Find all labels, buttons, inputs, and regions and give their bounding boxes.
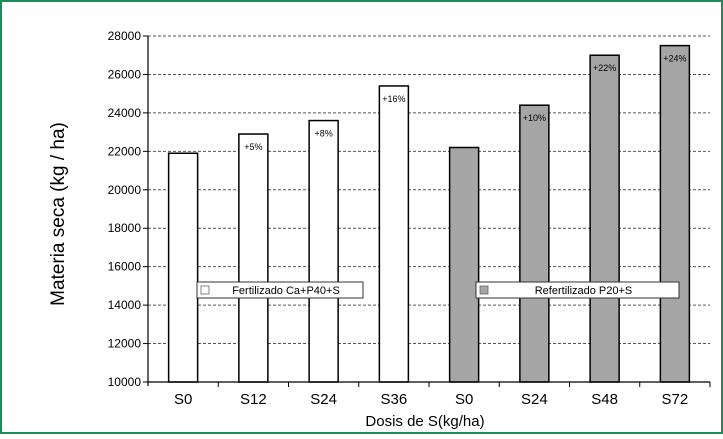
bar-data-label: +22% — [593, 63, 616, 73]
x-tick-label: S24 — [521, 391, 548, 408]
bar-data-label: +8% — [314, 129, 332, 139]
x-axis-title: Dosis de S(kg/ha) — [365, 413, 484, 430]
bar — [519, 104, 550, 383]
y-axis-title: Materia seca (kg / ha) — [48, 122, 69, 306]
x-tick-label: S48 — [591, 391, 618, 408]
x-tick-label: S24 — [310, 391, 337, 408]
x-tick-label: S0 — [174, 391, 192, 408]
bar-labels: +5% +8% +16% +10% +22% +24% — [244, 54, 686, 152]
x-tick-label: S36 — [381, 391, 408, 408]
gridlines — [148, 35, 710, 345]
legend-label: Refertilizado P20+S — [535, 285, 633, 297]
bar — [308, 119, 339, 383]
y-tick-label: 12000 — [108, 337, 142, 351]
x-tick-label: S12 — [240, 391, 267, 408]
bar — [238, 133, 269, 383]
bar — [378, 85, 410, 383]
bars — [167, 44, 691, 383]
legend-label: Fertilizado Ca+P40+S — [232, 285, 340, 297]
legend-box — [196, 281, 364, 299]
y-tick-label: 18000 — [108, 221, 142, 235]
y-tick-label: 14000 — [108, 298, 142, 312]
bar-data-label: +10% — [523, 113, 546, 123]
x-tick-label: S0 — [455, 391, 473, 408]
bar-data-label: +5% — [244, 142, 262, 152]
bar-data-label: +16% — [382, 94, 405, 104]
y-tick-label: 26000 — [108, 67, 142, 81]
bar-data-label: +24% — [663, 54, 686, 64]
y-tick-label: 28000 — [108, 29, 142, 43]
legend-swatch — [200, 285, 210, 295]
legend-swatch — [479, 285, 489, 295]
legend-box — [475, 281, 680, 299]
bar — [659, 44, 691, 383]
x-tick-label: S72 — [662, 391, 689, 408]
y-tick-label: 16000 — [108, 260, 142, 274]
y-tick-label: 24000 — [108, 106, 142, 120]
y-tick-label: 20000 — [108, 183, 142, 197]
y-tick-label: 10000 — [108, 375, 142, 389]
y-tick-label: 22000 — [108, 144, 142, 158]
bar — [448, 146, 480, 383]
bar — [589, 54, 620, 383]
legends: Fertilizado Ca+P40+S Refertilizado P20+S — [196, 281, 680, 299]
bar — [167, 152, 199, 383]
axes: 10000 12000 14000 16000 18000 20000 22000 24000… — [108, 29, 711, 408]
